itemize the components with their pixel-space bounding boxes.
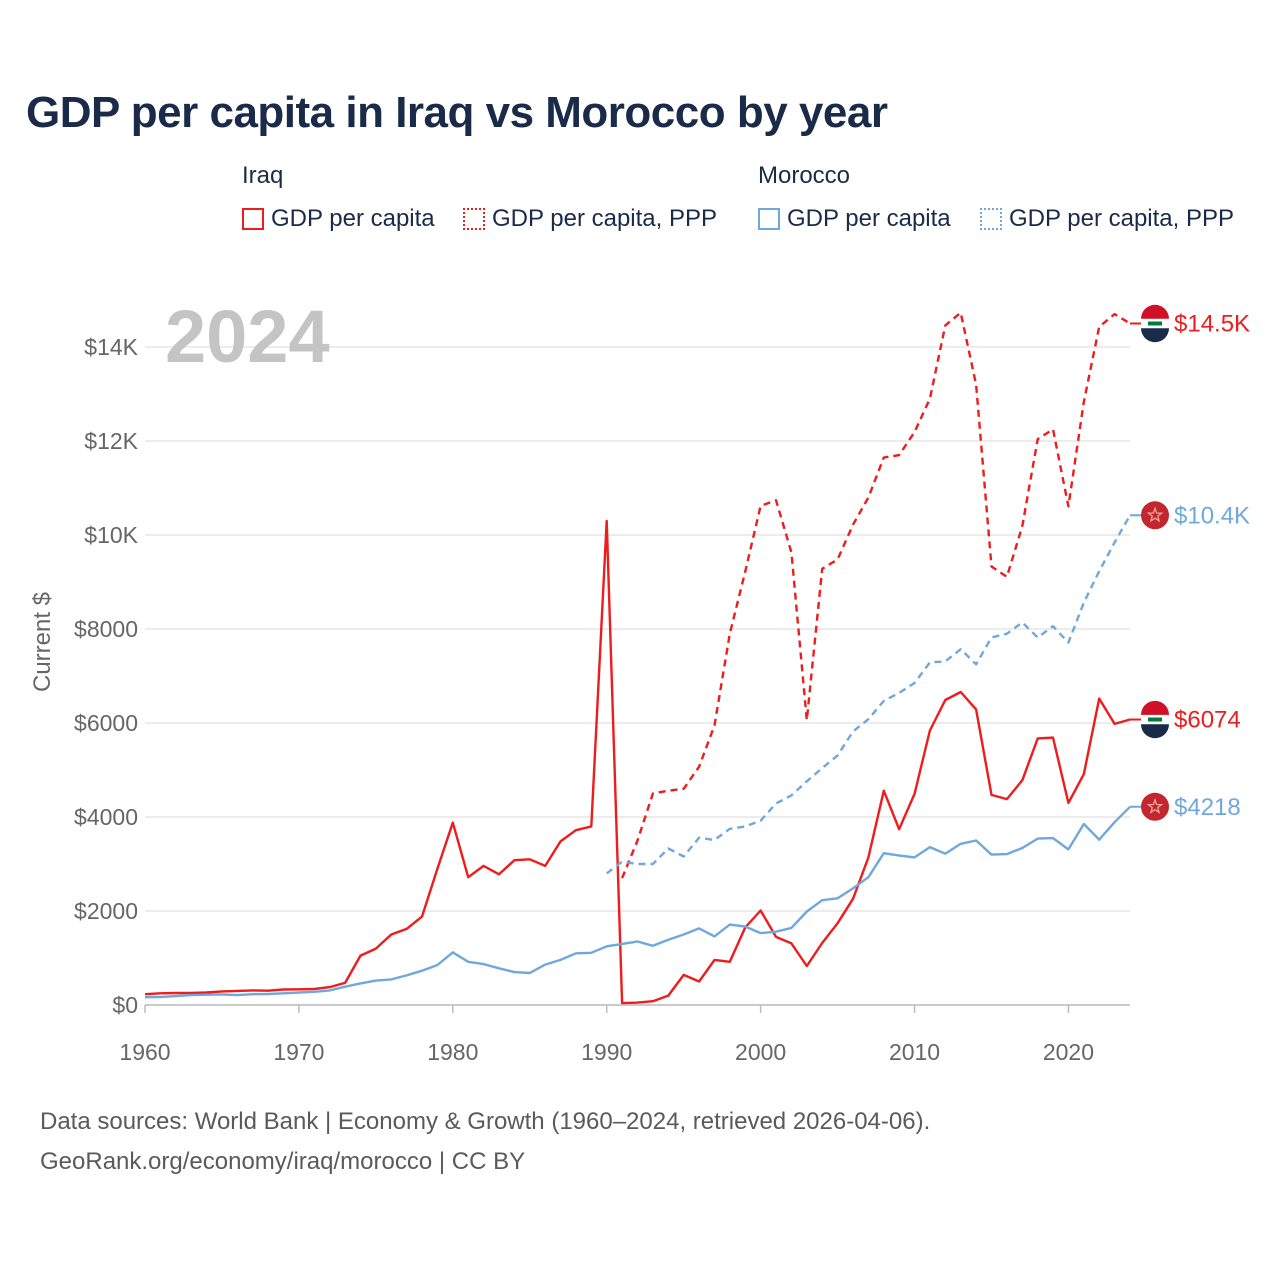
- legend-morocco-ppp[interactable]: GDP per capita, PPP: [980, 205, 1234, 233]
- legend-iraq-ppp[interactable]: GDP per capita, PPP: [463, 205, 717, 233]
- x-tick-label: 2010: [889, 1039, 940, 1065]
- iraq-flag-icon: [1141, 304, 1169, 343]
- source-line-1: Data sources: World Bank | Economy & Gro…: [40, 1108, 931, 1135]
- series-line-morocco-solid[interactable]: [144, 805, 1131, 999]
- morocco-flag-icon: [1141, 501, 1169, 530]
- iraq-flag-icon: [1141, 700, 1169, 739]
- x-tick-label: 1960: [119, 1039, 170, 1065]
- y-tick-label: $14K: [84, 334, 138, 360]
- legend-swatch-morocco-solid: [758, 208, 780, 230]
- legend-swatch-morocco-dashed: [980, 208, 1002, 230]
- series-line-iraq-dashed[interactable]: [620, 311, 1131, 879]
- end-markers: $6074 $14.5K $4218 $10.4K: [1130, 304, 1250, 821]
- legend-swatch-iraq-dashed: [463, 208, 485, 230]
- x-tick-label: 2000: [735, 1039, 786, 1065]
- series-line-iraq-solid[interactable]: [144, 519, 1131, 1005]
- end-value-label: $6074: [1174, 707, 1241, 734]
- y-axis-title: Current $: [29, 592, 56, 692]
- y-tick-label: $0: [112, 992, 138, 1018]
- legend-swatch-iraq-solid: [242, 208, 264, 230]
- legend-morocco-label: Morocco: [758, 162, 851, 189]
- x-tick-label: 1990: [581, 1039, 632, 1065]
- series: [144, 311, 1132, 1005]
- line-chart: $0 $2000 $4000 $6000 $8000 $10K $12K $14K 1960 19…: [29, 295, 1250, 1065]
- y-tick-label: $12K: [84, 428, 138, 454]
- y-tick-label: $10K: [84, 522, 138, 548]
- legend-morocco-gdp-label: GDP per capita: [787, 205, 951, 232]
- y-tick-label: $8000: [74, 616, 138, 642]
- x-tick-label: 1980: [427, 1039, 478, 1065]
- y-tick-label: $2000: [74, 898, 138, 924]
- end-value-label: $10.4K: [1174, 502, 1250, 529]
- series-line-morocco-dashed[interactable]: [605, 514, 1132, 875]
- end-value-label: $14.5K: [1174, 311, 1250, 338]
- morocco-flag-icon: [1141, 792, 1169, 821]
- legend-iraq-gdp-label: GDP per capita: [271, 205, 435, 232]
- y-tick-label: $4000: [74, 804, 138, 830]
- legend-morocco-ppp-label: GDP per capita, PPP: [1009, 205, 1234, 232]
- axes: $0 $2000 $4000 $6000 $8000 $10K $12K $14K 1960 19…: [74, 334, 1130, 1065]
- end-value-label: $4218: [1174, 794, 1241, 821]
- year-watermark: 2024: [165, 295, 330, 378]
- chart-title: GDP per capita in Iraq vs Morocco by yea…: [26, 88, 888, 137]
- legend-iraq-gdp[interactable]: GDP per capita: [242, 205, 435, 233]
- y-tick-label: $6000: [74, 710, 138, 736]
- x-tick-label: 2020: [1043, 1039, 1094, 1065]
- x-tick-label: 1970: [273, 1039, 324, 1065]
- legend-iraq-label: Iraq: [242, 162, 284, 189]
- legend-morocco-gdp[interactable]: GDP per capita: [758, 205, 951, 233]
- legend-iraq-ppp-label: GDP per capita, PPP: [492, 205, 717, 232]
- source-line-2[interactable]: GeoRank.org/economy/iraq/morocco | CC BY: [40, 1148, 526, 1175]
